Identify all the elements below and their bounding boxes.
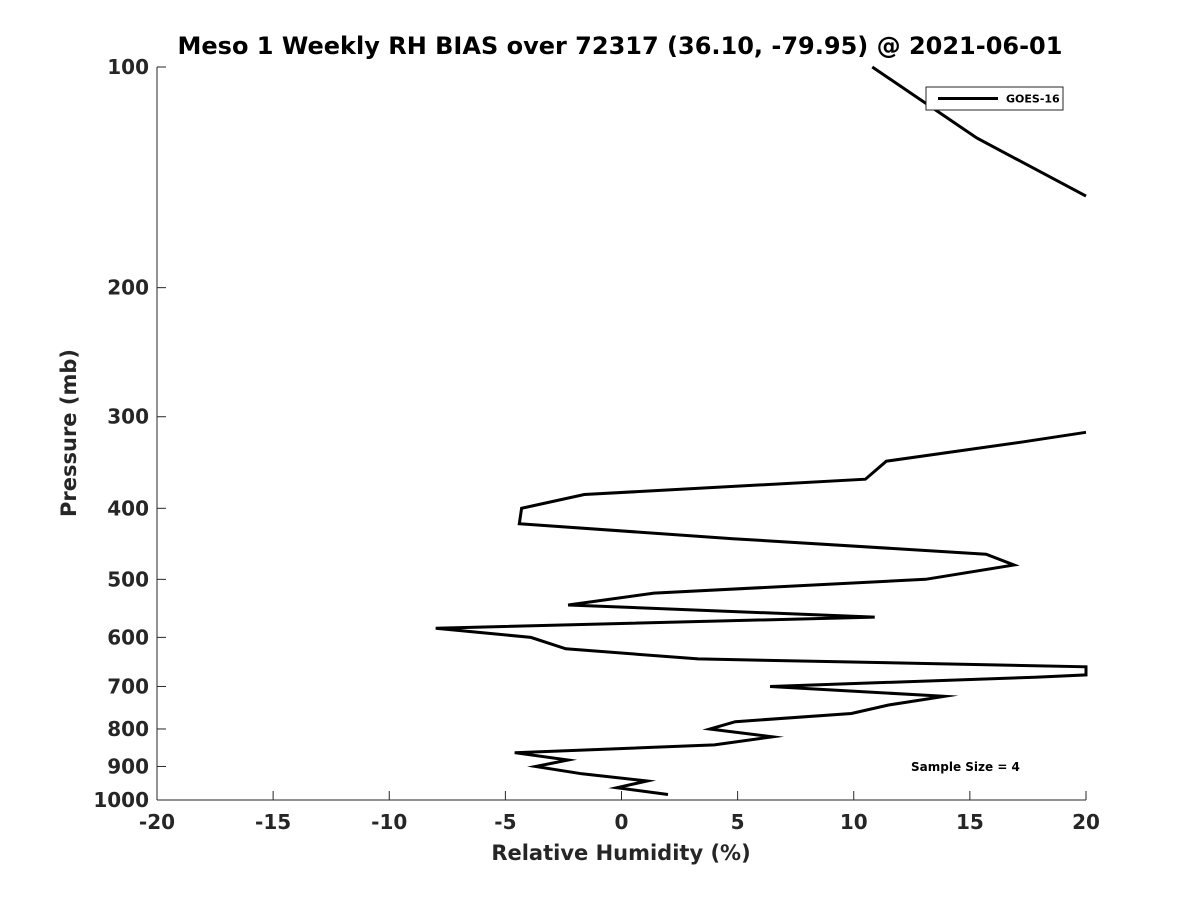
y-tick-label: 700 [107,674,149,698]
series-line-goes-16-segment-0 [871,65,1087,198]
y-tick-label: 100 [107,55,149,79]
series-line-goes-16-segment-1 [435,430,1088,796]
y-tick-label: 800 [107,717,149,741]
x-tick-label: -10 [371,810,407,834]
x-tick-label: 10 [840,810,868,834]
x-axis-ticks: -20 -15 -10 -5 0 5 10 15 20 [139,791,1100,834]
x-tick-label: 15 [956,810,984,834]
y-tick-label: 200 [107,276,149,300]
plot-area [156,67,1086,801]
y-tick-label: 600 [107,625,149,649]
x-tick-label: -15 [255,810,291,834]
y-axis-ticks: 100 200 300 400 500 600 700 800 900 1000 [93,55,166,812]
x-tick-label: 5 [731,810,745,834]
y-tick-label: 400 [107,496,149,520]
x-tick-label: -5 [494,810,516,834]
chart-title: Meso 1 Weekly RH BIAS over 72317 (36.10,… [178,32,1063,60]
series-layer [435,65,1088,796]
x-axis-title: Relative Humidity (%) [491,841,750,865]
x-tick-label: 20 [1072,810,1100,834]
y-tick-label: 1000 [93,788,149,812]
legend: GOES-16 [925,86,1064,111]
y-tick-label: 500 [107,567,149,591]
y-tick-label: 300 [107,405,149,429]
sample-size-annotation: Sample Size = 4 [911,760,1020,774]
y-tick-label: 900 [107,754,149,778]
legend-label-goes-16: GOES-16 [1006,93,1060,106]
y-axis-title: Pressure (mb) [57,349,81,517]
x-tick-label: 0 [615,810,629,834]
x-tick-label: -20 [139,810,175,834]
